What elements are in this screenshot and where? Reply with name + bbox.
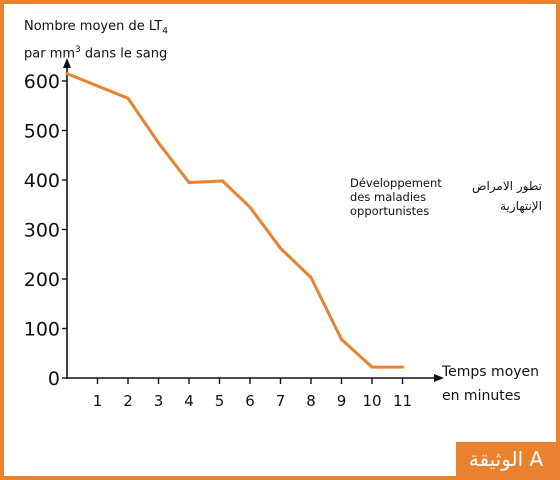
data-point (221, 179, 225, 183)
y-tick-label: 600 (24, 71, 60, 93)
x-tick-label: 2 (123, 392, 133, 410)
y-axis-label-superscript: 3 (75, 44, 81, 55)
x-axis-label-line2: en minutes (442, 388, 521, 404)
data-point (248, 205, 252, 209)
data-point (157, 141, 160, 145)
y-axis-label-line2-start: par mm (24, 45, 76, 61)
annotation-arabic: تطور الامراض الإنتهازية (452, 176, 542, 216)
x-tick-label: 10 (362, 392, 381, 410)
y-tick-label: 400 (24, 170, 60, 192)
annotation-french-line3: opportunistes (350, 204, 430, 218)
data-point (401, 365, 404, 369)
document-badge: الوثيقة A (456, 442, 556, 476)
x-tick-label: 3 (154, 392, 164, 410)
y-axis-label: Nombre moyen de LT4 par mm3 dans le sang (24, 18, 224, 63)
x-tick-label: 6 (245, 392, 255, 410)
data-point (340, 337, 343, 341)
data-point (187, 180, 191, 184)
y-axis-label-line2-end: dans le sang (80, 45, 168, 61)
annotation-french-line2: des maladies (350, 190, 427, 204)
y-tick-label: 200 (24, 269, 60, 291)
y-axis-arrow (63, 58, 71, 68)
data-point (370, 365, 374, 369)
x-tick-label: 9 (337, 392, 347, 410)
annotation-arabic-line1: تطور الامراض (471, 179, 542, 193)
x-tick-label: 11 (393, 392, 412, 410)
series-line (66, 72, 403, 369)
x-tick-label: 7 (276, 392, 286, 410)
annotation-french-line1: Développement (350, 176, 442, 190)
x-axis-label: Temps moyen en minutes (442, 360, 556, 408)
data-point (279, 246, 282, 250)
x-axis-arrow (434, 374, 444, 382)
x-axis-label-line1: Temps moyen (442, 364, 540, 380)
y-tick-label: 500 (24, 121, 60, 143)
annotation-french: Développement des maladies opportunistes (350, 176, 460, 218)
y-axis-label-line1: Nombre moyen de LT (24, 19, 163, 34)
x-tick-label: 5 (215, 392, 225, 410)
x-tick-label: 4 (184, 392, 194, 410)
data-point (65, 72, 69, 76)
y-tick-label: 0 (48, 368, 60, 390)
x-tick-label: 8 (306, 392, 316, 410)
data-point (126, 96, 130, 100)
line-chart: 0 100 200 300 400 500 600 1 2 3 4 5 6 7 8 9 10 11 (24, 58, 444, 410)
y-axis-label-subscript: 4 (162, 26, 168, 37)
x-tick-label: 1 (93, 392, 103, 410)
data-point (309, 276, 313, 280)
annotation-arabic-line2: الإنتهازية (500, 199, 542, 213)
y-tick-label: 100 (24, 319, 60, 341)
y-tick-label: 300 (24, 220, 60, 242)
